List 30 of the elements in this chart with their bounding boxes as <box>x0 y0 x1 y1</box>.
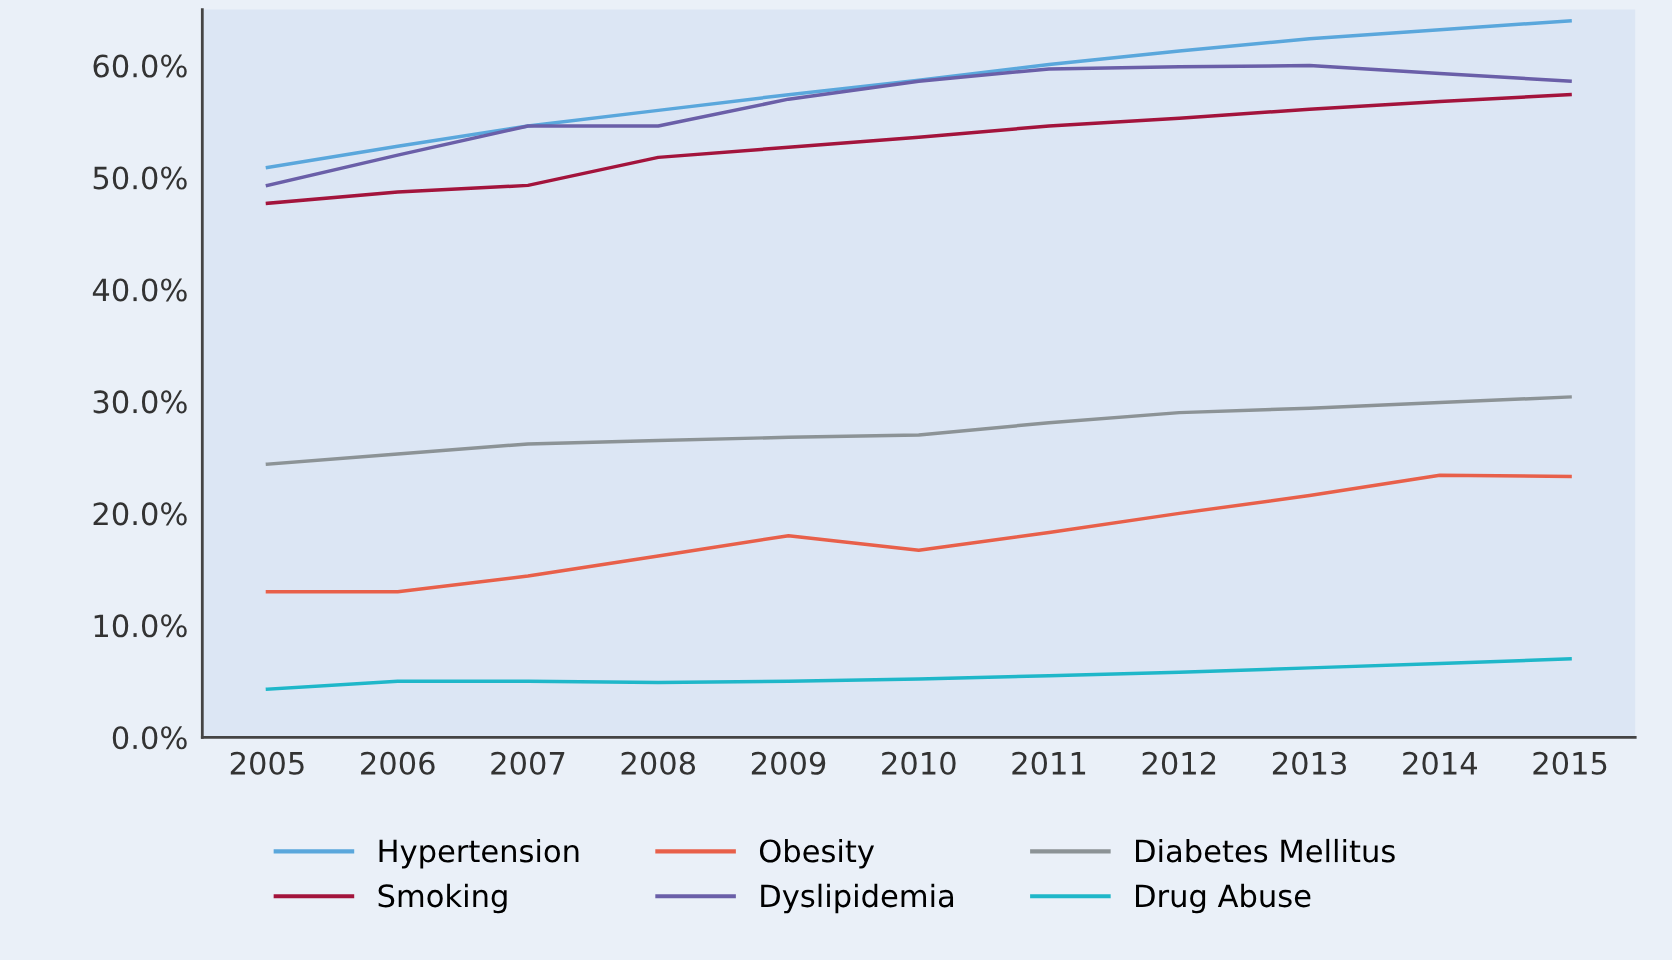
y-tick-label: 50.0% <box>93 166 187 190</box>
x-tick-label: 2012 <box>1142 751 1216 775</box>
x-tick-label: 2015 <box>1533 751 1607 775</box>
x-tick-label: 2013 <box>1272 751 1346 775</box>
legend-label: Hypertension <box>379 838 579 869</box>
x-tick-label: 2006 <box>361 751 435 775</box>
legend-label: Diabetes Mellitus <box>1136 838 1395 863</box>
y-tick-label: 60.0% <box>93 54 187 78</box>
line-series <box>265 473 1572 594</box>
x-tick-label: 2008 <box>621 751 696 775</box>
line-series <box>265 92 1572 206</box>
x-tick-label: 2009 <box>751 751 826 775</box>
legend-label: Dyslipidemia <box>761 883 954 914</box>
x-tick-label: 2007 <box>491 751 565 775</box>
x-tick-label: 2014 <box>1403 751 1477 775</box>
line-series <box>265 395 1572 466</box>
line-series <box>265 657 1572 691</box>
y-tick-label: 10.0% <box>94 614 187 638</box>
legend-label: Drug Abuse <box>1136 883 1311 914</box>
y-tick-label: 0.0% <box>112 726 187 750</box>
y-tick-label: 40.0% <box>92 278 187 302</box>
legend-label: Obesity <box>759 838 875 869</box>
line-series <box>265 19 1572 170</box>
x-tick-label: 2005 <box>230 751 304 775</box>
line-series <box>265 63 1572 188</box>
y-tick-label: 30.0% <box>93 390 187 414</box>
x-tick-label: 2010 <box>882 751 956 775</box>
x-tick-label: 2011 <box>1012 751 1086 775</box>
y-tick-label: 20.0% <box>93 502 187 526</box>
legend-label: Smoking <box>378 883 507 914</box>
